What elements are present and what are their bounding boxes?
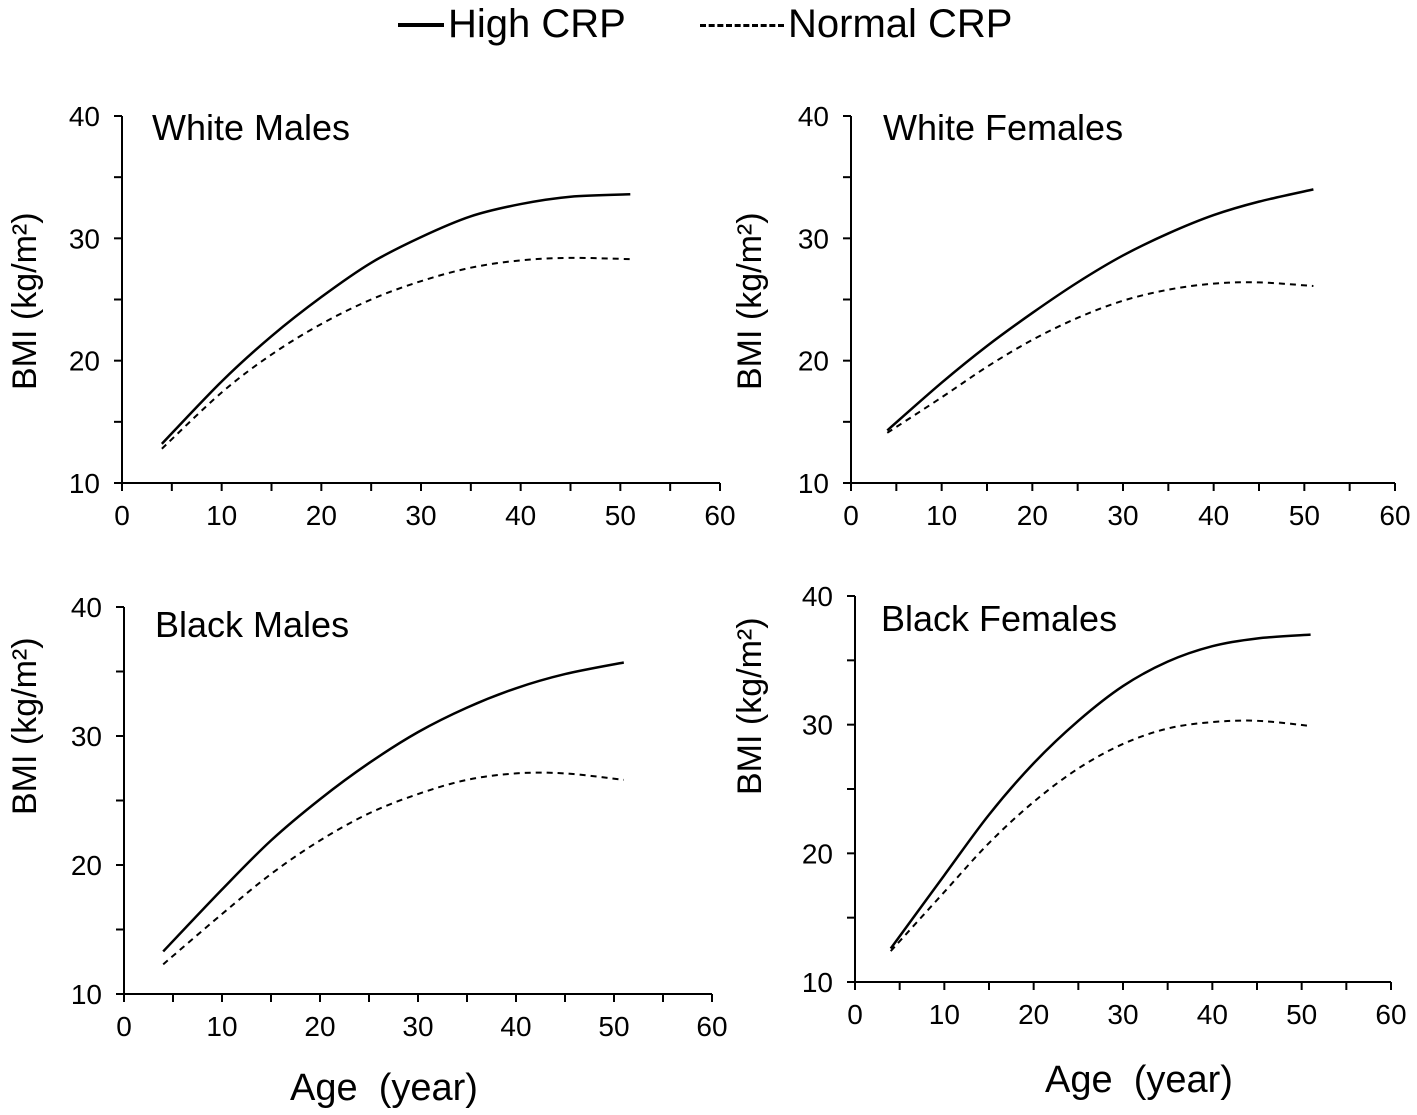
x-axis-title-left: Age (year) bbox=[290, 1067, 478, 1109]
y-axis-title: BMI (kg/m²) bbox=[731, 212, 769, 390]
y-tick-label: 30 bbox=[798, 223, 829, 254]
x-tick-label: 40 bbox=[1197, 999, 1228, 1030]
x-tick-label: 0 bbox=[116, 1011, 132, 1042]
x-tick-label: 20 bbox=[304, 1011, 335, 1042]
panel-title: Black Females bbox=[881, 598, 1117, 639]
chart-panel-white-females: 10 20 30 40 0 10 20 30 40 50 60 White Females BMI (k… bbox=[731, 101, 1411, 531]
y-tick-label: 10 bbox=[71, 979, 102, 1010]
panel-title: White Males bbox=[152, 107, 350, 148]
y-tick-label: 10 bbox=[798, 468, 829, 499]
x-tick-label: 60 bbox=[1375, 999, 1406, 1030]
y-tick-label: 10 bbox=[69, 468, 100, 499]
series-line-normal-crp bbox=[161, 256, 631, 450]
series-line-high-crp bbox=[162, 661, 625, 953]
x-tick-label: 20 bbox=[306, 500, 337, 531]
x-tick-label: 30 bbox=[402, 1011, 433, 1042]
legend-item-high-crp: High CRP bbox=[398, 0, 626, 48]
x-tick-label: 40 bbox=[505, 500, 536, 531]
y-axis-title: BMI (kg/m²) bbox=[6, 637, 44, 815]
y-axis-title: BMI (kg/m²) bbox=[731, 617, 769, 795]
y-axis-title: BMI (kg/m²) bbox=[6, 212, 44, 390]
legend-item-normal-crp: Normal CRP bbox=[700, 0, 1012, 48]
x-tick-label: 0 bbox=[843, 500, 859, 531]
y-tick-label: 20 bbox=[802, 838, 833, 869]
panel-title: White Females bbox=[883, 107, 1123, 148]
x-tick-label: 50 bbox=[1286, 999, 1317, 1030]
x-tick-label: 40 bbox=[1198, 500, 1229, 531]
panel-title: Black Males bbox=[155, 604, 349, 645]
x-tick-label: 50 bbox=[598, 1011, 629, 1042]
y-tick-label: 40 bbox=[69, 101, 100, 132]
y-tick-label: 30 bbox=[69, 223, 100, 254]
series-line-high-crp bbox=[886, 188, 1314, 432]
x-tick-label: 20 bbox=[1017, 500, 1048, 531]
legend: High CRP Normal CRP bbox=[0, 0, 1417, 48]
series-line-high-crp bbox=[160, 193, 631, 445]
x-tick-label: 10 bbox=[206, 1011, 237, 1042]
legend-swatch-dashed bbox=[700, 23, 784, 27]
chart-panel-white-males: 10 20 30 40 0 10 20 30 40 50 60 White Males BMI (kg/… bbox=[6, 101, 736, 531]
series-line-normal-crp bbox=[886, 281, 1314, 434]
y-tick-label: 40 bbox=[802, 581, 833, 612]
x-tick-label: 50 bbox=[1289, 500, 1320, 531]
x-tick-label: 60 bbox=[696, 1011, 727, 1042]
x-tick-label: 50 bbox=[605, 500, 636, 531]
legend-label-normal-crp: Normal CRP bbox=[788, 2, 1013, 46]
x-tick-label: 30 bbox=[405, 500, 436, 531]
series-line-high-crp bbox=[889, 633, 1311, 950]
y-tick-label: 40 bbox=[71, 592, 102, 623]
x-tick-label: 40 bbox=[500, 1011, 531, 1042]
y-tick-label: 20 bbox=[71, 850, 102, 881]
y-tick-label: 10 bbox=[802, 967, 833, 998]
x-tick-label: 10 bbox=[206, 500, 237, 531]
chart-panel-black-females: 10 20 30 40 0 10 20 30 40 50 60 Black Females BMI (k… bbox=[731, 581, 1407, 1030]
x-tick-label: 0 bbox=[114, 500, 130, 531]
y-tick-label: 20 bbox=[69, 346, 100, 377]
x-tick-label: 10 bbox=[929, 999, 960, 1030]
x-tick-label: 10 bbox=[926, 500, 957, 531]
y-tick-label: 30 bbox=[71, 721, 102, 752]
y-tick-label: 30 bbox=[802, 710, 833, 741]
x-tick-label: 30 bbox=[1107, 500, 1138, 531]
legend-label-high-crp: High CRP bbox=[448, 2, 626, 46]
series-line-normal-crp bbox=[889, 719, 1311, 952]
x-tick-label: 60 bbox=[1379, 500, 1410, 531]
y-tick-label: 20 bbox=[798, 346, 829, 377]
legend-swatch-solid bbox=[398, 23, 444, 27]
y-tick-label: 40 bbox=[798, 101, 829, 132]
series-line-normal-crp bbox=[162, 771, 624, 966]
x-tick-label: 0 bbox=[847, 999, 863, 1030]
x-tick-label: 60 bbox=[704, 500, 735, 531]
chart-panel-black-males: 10 20 30 40 0 10 20 30 40 50 60 Black Males BMI (kg/… bbox=[6, 592, 728, 1042]
x-tick-label: 20 bbox=[1018, 999, 1049, 1030]
x-tick-label: 30 bbox=[1107, 999, 1138, 1030]
x-axis-title-right: Age (year) bbox=[1045, 1059, 1233, 1101]
